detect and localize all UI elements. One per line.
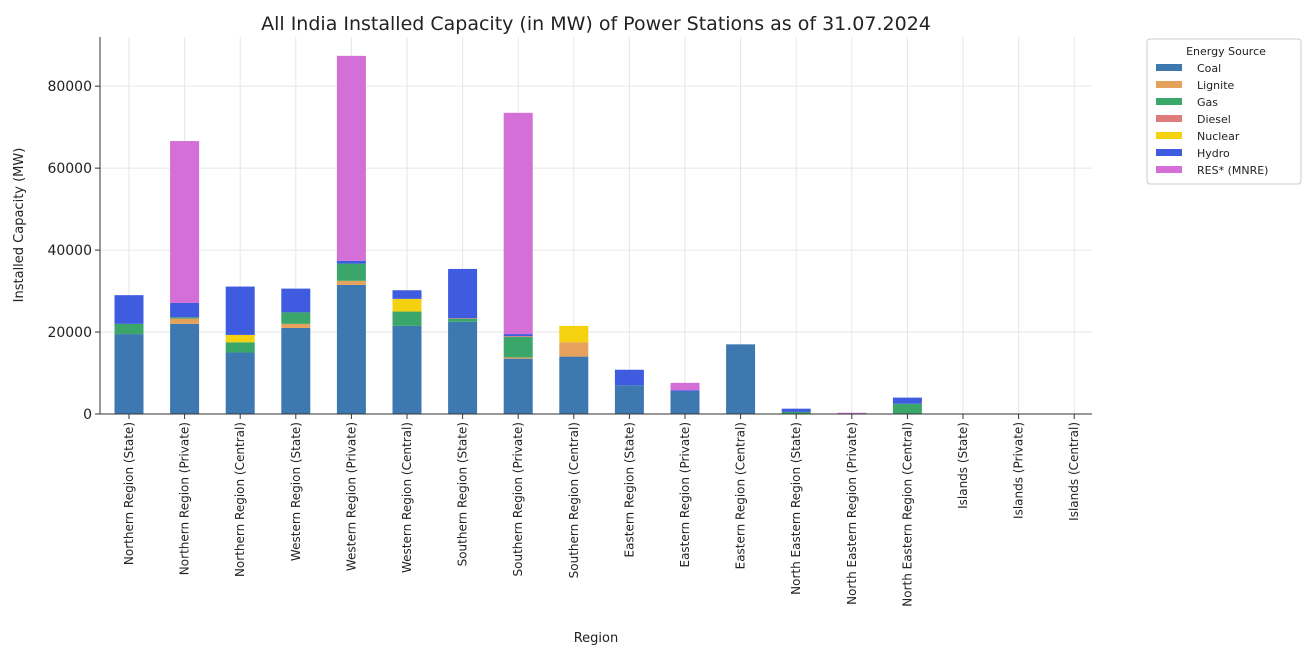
bar-segment (281, 288, 311, 313)
bar-segment (336, 263, 366, 281)
bar-segment (726, 344, 756, 414)
bar-segment (336, 280, 366, 285)
x-tick-label: Southern Region (Central) (567, 422, 581, 578)
legend-swatch (1156, 166, 1182, 173)
bar-segment (559, 342, 589, 357)
legend-swatch (1156, 149, 1182, 156)
y-axis: 0 20000 40000 60000 80000 (47, 79, 100, 423)
x-tick-label: Northern Region (State) (122, 422, 136, 565)
y-axis-label: Installed Capacity (MW) (12, 148, 27, 303)
legend-swatch (1156, 81, 1182, 88)
bar-segment (781, 408, 811, 412)
bar-segment (670, 382, 700, 391)
y-tick-label: 60000 (47, 161, 92, 177)
bar-segment (281, 327, 311, 414)
bar-segment (837, 412, 867, 414)
bar-segment (170, 318, 200, 324)
legend-entry: Diesel (1197, 113, 1231, 126)
x-tick-label: Southern Region (Private) (511, 422, 525, 577)
x-tick-label: Northern Region (Private) (178, 422, 192, 575)
bar-segment (614, 385, 644, 414)
bar-segment (503, 336, 533, 358)
x-tick-label: Eastern Region (Central) (734, 422, 748, 569)
bar-segment (225, 352, 255, 414)
bar-segment (114, 295, 144, 324)
bar-segment (559, 356, 589, 414)
x-tick-label: Western Region (State) (289, 422, 303, 561)
bar-segment (225, 286, 255, 335)
bar-segment (448, 318, 478, 322)
bar-segment (503, 336, 533, 337)
x-tick-label: Eastern Region (Private) (678, 422, 692, 568)
bar-segment (392, 290, 422, 299)
bar-segment (170, 302, 200, 318)
legend-title: Energy Source (1186, 45, 1266, 58)
legend-frame (1146, 38, 1302, 185)
x-tick-label: Western Region (Private) (344, 422, 358, 571)
bars (114, 55, 1034, 415)
bar-segment (336, 260, 366, 264)
bar-segment (392, 311, 422, 326)
legend: Energy Source Coal Lignite Gas Diesel Nuclea… (1146, 38, 1302, 185)
y-tick-label: 40000 (47, 243, 92, 259)
bar-segment (781, 411, 811, 414)
legend-swatch (1156, 98, 1182, 105)
bar-segment (170, 141, 200, 303)
x-tick-label: North Eastern Region (State) (789, 422, 803, 595)
x-tick-label: Southern Region (State) (456, 422, 470, 566)
legend-swatch (1156, 64, 1182, 71)
legend-entry: Gas (1197, 96, 1218, 109)
y-tick-label: 0 (83, 407, 92, 423)
bar-segment (336, 284, 366, 414)
bar-segment (892, 397, 922, 404)
bar-segment (503, 358, 533, 414)
x-tick-label: Eastern Region (State) (622, 422, 636, 557)
x-tick-label: Islands (Private) (1012, 422, 1026, 519)
bar-segment (336, 55, 366, 261)
bar-segment (559, 325, 589, 343)
bar-segment (225, 342, 255, 353)
y-tick-label: 20000 (47, 325, 92, 341)
bar-segment (503, 357, 533, 359)
bar-segment (670, 390, 700, 392)
legend-entry: Lignite (1197, 79, 1235, 92)
bar-segment (448, 321, 478, 414)
y-tick-label: 80000 (47, 79, 92, 95)
legend-entry: RES* (MNRE) (1197, 164, 1268, 177)
legend-entry: Hydro (1197, 147, 1230, 160)
legend-entry: Nuclear (1197, 130, 1240, 143)
bar-segment (114, 334, 144, 414)
x-tick-label: North Eastern Region (Private) (845, 422, 859, 605)
bar-segment (892, 403, 922, 414)
x-axis-label: Region (574, 631, 619, 646)
bar-segment (170, 317, 200, 319)
x-tick-label: Western Region (Central) (400, 422, 414, 573)
chart-title: All India Installed Capacity (in MW) of … (261, 13, 931, 35)
legend-entry: Coal (1197, 62, 1221, 75)
bar-segment (392, 325, 422, 414)
bar-segment (448, 268, 478, 319)
bar-segment (225, 334, 255, 343)
bar-segment (448, 318, 478, 319)
bar-segment (114, 323, 144, 335)
bar-segment (670, 391, 700, 414)
bar-segment (281, 323, 311, 328)
x-tick-label: Islands (State) (956, 422, 970, 509)
x-axis: Northern Region (State) Northern Region (… (122, 414, 1081, 607)
bar-segment (170, 323, 200, 414)
bar-segment (503, 334, 533, 337)
legend-swatch (1156, 115, 1182, 122)
x-tick-label: Islands (Central) (1067, 422, 1081, 521)
bar-segment (614, 369, 644, 386)
x-tick-label: Northern Region (Central) (233, 422, 247, 577)
x-tick-label: North Eastern Region (Central) (900, 422, 914, 607)
bar-segment (392, 298, 422, 312)
bar-segment (503, 112, 533, 335)
legend-swatch (1156, 132, 1182, 139)
bar-segment (281, 312, 311, 324)
